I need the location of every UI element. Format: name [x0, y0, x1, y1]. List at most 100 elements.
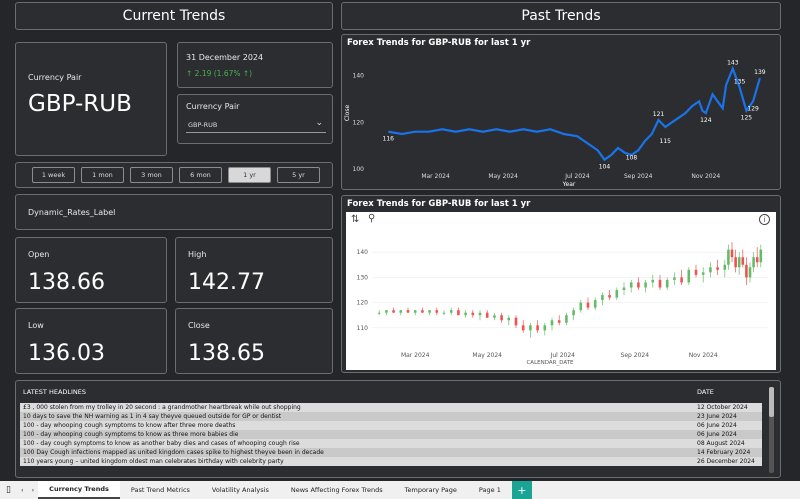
line-chart-y-tick: 140 [353, 73, 365, 80]
line-chart-x-tick: Jul 2024 [564, 173, 590, 180]
line-chart-data-label: 135 [734, 78, 746, 85]
candle-body [687, 269, 691, 283]
headline-row[interactable]: £3 , 000 stolen from my trolley in 20 se… [20, 403, 762, 412]
candle-body [737, 257, 741, 268]
headline-row[interactable]: 100 - day whooping cough symptoms to kno… [20, 430, 762, 439]
line-chart-y-tick: 120 [353, 119, 365, 126]
candle-body [572, 310, 575, 316]
candle-chart-y-tick: 120 [357, 300, 369, 307]
dynamic-rates-label-card: Dynamic_Rates_Label [15, 194, 333, 230]
candle-body [658, 279, 662, 288]
headline-row[interactable]: 100 - day cough symptoms to know as anot… [20, 439, 762, 448]
currency-pair-dropdown[interactable]: GBP-RUB ⌄ [186, 118, 326, 133]
headlines-table: £3 , 000 stolen from my trolley in 20 se… [20, 403, 762, 466]
candle-body [673, 277, 676, 280]
page-tab-bar: ▯ ‹ › Currency Trends Past Trend Metrics… [0, 481, 800, 499]
line-chart-title: Forex Trends for GBP-RUB for last 1 yr [347, 38, 531, 48]
currency-pair-card: Currency Pair GBP-RUB [15, 42, 167, 156]
candle-body [615, 290, 619, 298]
headlines-header-row: LATEST HEADLINES DATE [20, 385, 762, 399]
candle-chart-x-tick: May 2024 [472, 352, 502, 359]
timeframe-button-1-mon[interactable]: 1 mon [81, 167, 124, 183]
headline-row[interactable]: 100 - day whooping cough symptoms to kno… [20, 421, 762, 430]
line-chart-x-tick: Sep 2024 [624, 173, 653, 180]
currency-pair-dropdown-value: GBP-RUB [188, 121, 218, 129]
candle-body [752, 257, 755, 268]
candle-body [593, 300, 597, 308]
candle-body [651, 279, 655, 283]
candle-chart-y-tick: 110 [357, 325, 369, 332]
rate-change-text: ↑ 2.19 (1.67% ↑) [186, 69, 253, 78]
timeframe-button-1-week[interactable]: 1 week [32, 167, 75, 183]
candle-chart-y-tick: 130 [357, 274, 369, 281]
headline-row[interactable]: 110 years young – united kingdom oldest … [20, 457, 762, 466]
timeframe-button-3-mon[interactable]: 3 mon [130, 167, 173, 183]
line-chart-data-label: 121 [653, 111, 665, 118]
candle-body [644, 282, 647, 288]
prev-page-icon[interactable]: ‹ [20, 486, 24, 494]
next-page-icon[interactable]: › [31, 486, 35, 494]
headlines-scrollbar[interactable] [769, 387, 774, 473]
headline-text: 110 years young – united kingdom oldest … [23, 458, 284, 465]
candle-body [464, 312, 467, 316]
info-icon[interactable]: i [759, 214, 770, 225]
low-value: 136.03 [28, 341, 105, 366]
line-chart-data-label: 125 [741, 115, 753, 122]
reset-axes-icon[interactable]: ⇅ [351, 214, 360, 225]
past-trends-title: Past Trends [341, 2, 781, 30]
dynamic-rates-label: Dynamic_Rates_Label [28, 208, 116, 217]
candle-body [723, 264, 727, 270]
candle-body [478, 312, 482, 316]
tab-volatility-analysis[interactable]: Volatility Analysis [211, 486, 269, 494]
headlines-card: LATEST HEADLINES DATE £3 , 000 stolen fr… [15, 380, 781, 478]
headline-column-header[interactable]: LATEST HEADLINES [23, 388, 87, 396]
line-chart-data-label: 116 [383, 136, 395, 143]
candle-body [392, 310, 395, 313]
line-chart-x-tick: Nov 2024 [691, 173, 720, 180]
line-chart-xlabel: Year [562, 181, 576, 188]
open-label: Open [28, 250, 50, 259]
headline-text: £3 , 000 stolen from my trolley in 20 se… [23, 404, 301, 411]
timeframe-button-1-yr[interactable]: 1 yr [228, 167, 271, 183]
timeframe-button-6-mon[interactable]: 6 mon [179, 167, 222, 183]
candle-body [550, 320, 554, 326]
candle-body [665, 279, 669, 288]
open-metric-card: Open 138.66 [15, 237, 167, 303]
candle-body [399, 310, 403, 313]
candle-body [748, 267, 752, 278]
candle-body [493, 315, 496, 318]
headlines-scrollbar-thumb[interactable] [769, 387, 774, 417]
candle-chart-y-tick: 140 [357, 249, 369, 256]
headline-row[interactable]: 100 Day Cough infections mapped as unite… [20, 448, 762, 457]
close-value: 138.65 [188, 341, 265, 366]
candle-body [413, 310, 417, 313]
candle-body [471, 312, 475, 316]
candle-chart-card: Forex Trends for GBP-RUB for last 1 yr ⇅… [341, 195, 781, 373]
tab-past-trend-metrics[interactable]: Past Trend Metrics [130, 486, 190, 494]
candle-body [586, 302, 590, 308]
date-text: 31 December 2024 [186, 53, 264, 62]
line-chart-x-tick: Mar 2024 [421, 173, 450, 180]
low-label: Low [28, 321, 44, 330]
close-metric-card: Close 138.65 [175, 308, 333, 374]
mobile-layout-icon[interactable]: ▯ [6, 485, 11, 495]
candle-body [741, 257, 745, 265]
headline-text: 100 - day whooping cough symptoms to kno… [23, 431, 239, 438]
candle-body [759, 249, 763, 263]
date-column-header[interactable]: DATE [697, 388, 714, 396]
add-page-button[interactable]: + [511, 481, 532, 499]
headline-row[interactable]: 10 days to save the NH warning as 1 in 4… [20, 412, 762, 421]
candle-body [608, 295, 611, 298]
candle-body [745, 264, 748, 278]
tab-news-affecting-forex-trends[interactable]: News Affecting Forex Trends [290, 486, 383, 494]
line-chart-x-tick: May 2024 [488, 173, 518, 180]
tab-temporary-page[interactable]: Temporary Page [404, 486, 457, 494]
candle-body [557, 320, 561, 323]
tab-page-1[interactable]: Page 1 [478, 486, 501, 494]
currency-pair-selector-card: Currency Pair GBP-RUB ⌄ [177, 94, 333, 144]
candle-body [521, 325, 525, 331]
candle-chart-title: Forex Trends for GBP-RUB for last 1 yr [347, 199, 531, 209]
tab-currency-trends[interactable]: Currency Trends [38, 481, 120, 499]
timeframe-button-5-yr[interactable]: 5 yr [277, 167, 320, 183]
zoom-icon[interactable]: ⚲ [368, 213, 376, 224]
